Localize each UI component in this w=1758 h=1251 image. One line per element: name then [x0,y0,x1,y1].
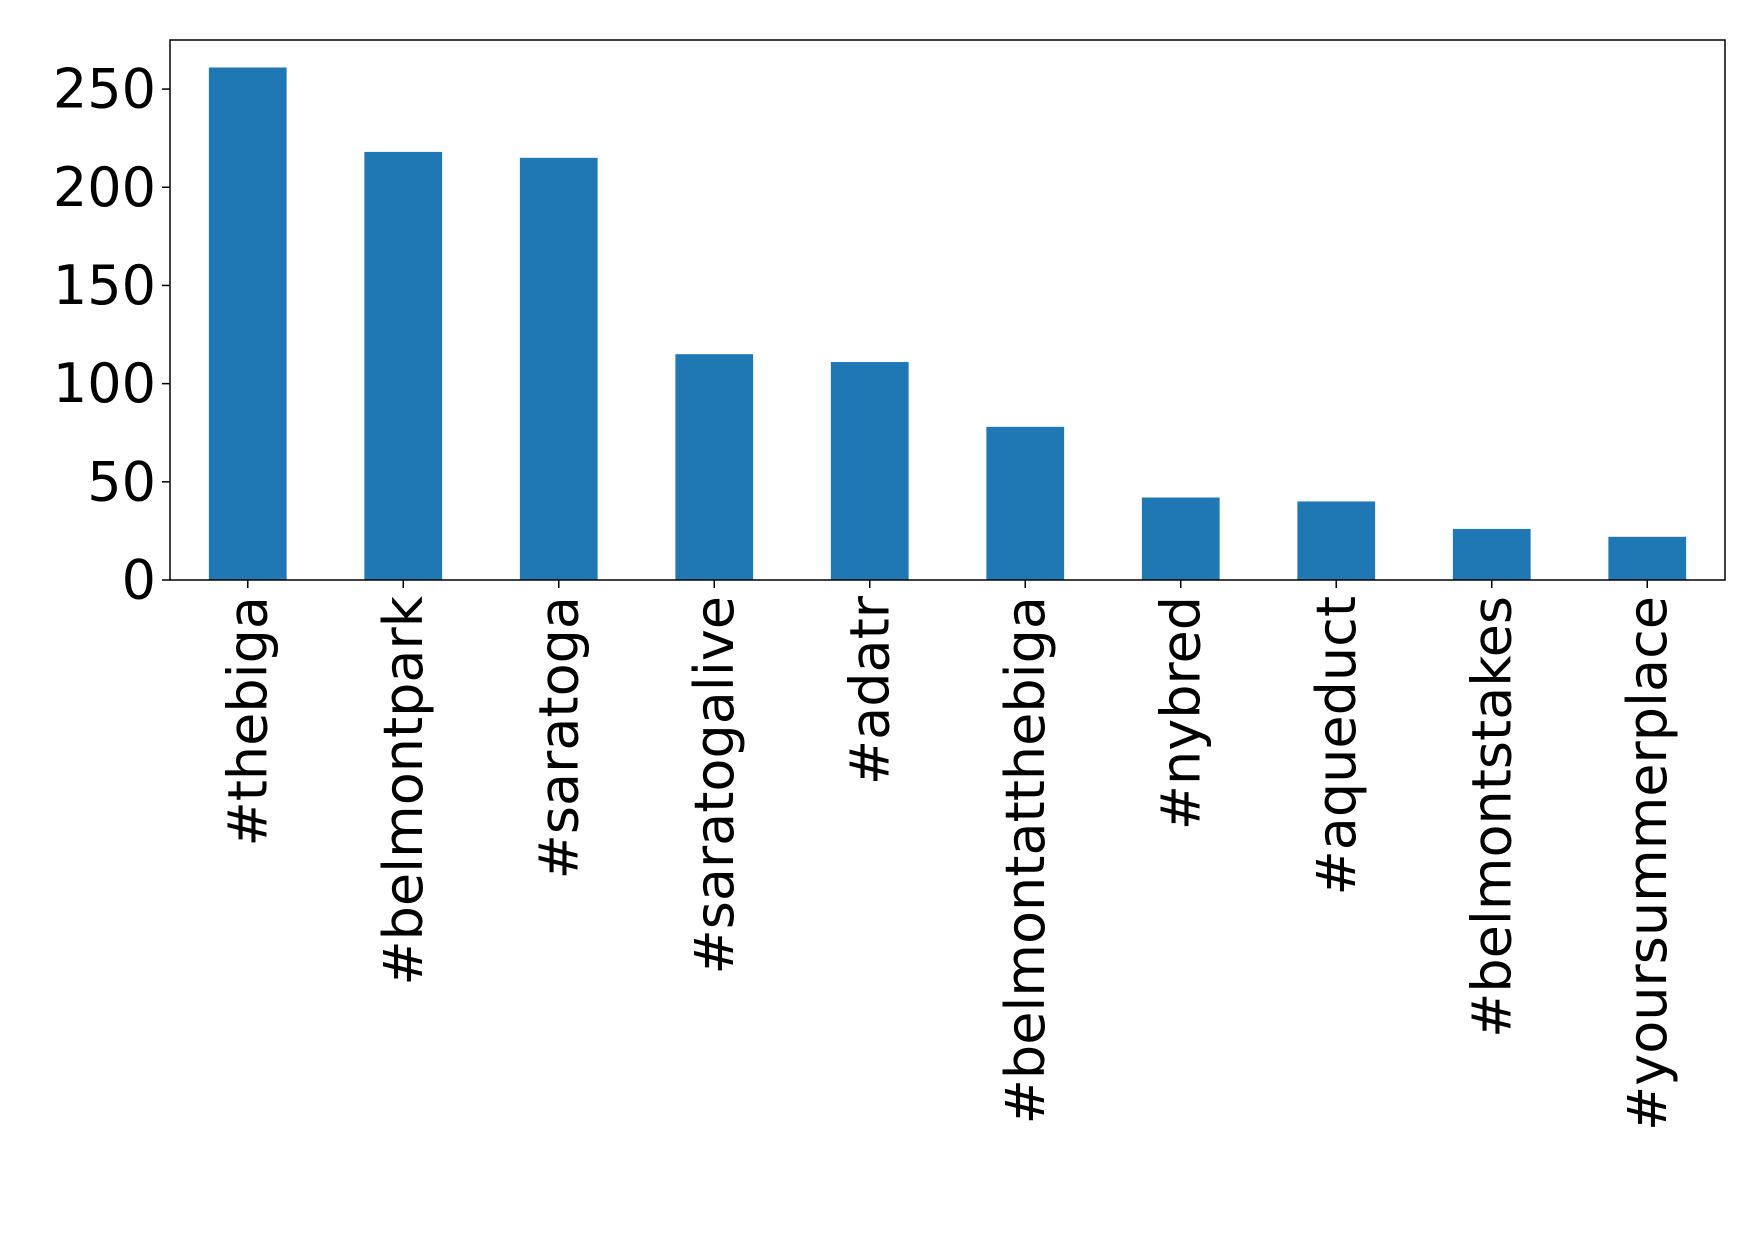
x-tick-label: #thebiga [216,596,279,847]
bar-belmontpark [364,151,443,580]
bar-belmontatthebiga [986,426,1065,580]
x-axis-ticks: #thebiga #belmontpark #saratoga #saratogali… [216,580,1679,1131]
x-tick-label: #belmontatthebiga [994,596,1057,1124]
bar-thebiga [208,67,287,580]
y-tick-label: 50 [87,450,156,513]
x-tick-label: #belmontpark [372,595,435,985]
bar-saratoga [519,157,598,580]
x-tick-label: #saratogalive [683,596,746,975]
x-tick-label: #nybred [1149,596,1212,830]
bar-adatr [830,362,909,580]
x-tick-label: #yoursummerplace [1616,596,1679,1131]
y-tick-label: 0 [122,549,156,612]
y-tick-label: 100 [53,352,156,415]
bar-saratogalive [675,354,754,580]
bar-belmontstakes [1452,528,1531,580]
bar-aqueduct [1297,501,1376,580]
y-tick-label: 200 [53,156,156,219]
bars-layer [208,67,1687,580]
x-tick-label: #saratoga [527,596,590,879]
y-axis-ticks: 0 50 100 150 200 250 [53,58,170,612]
x-tick-label: #belmontstakes [1460,596,1523,1038]
bar-yoursummerplace [1608,536,1687,580]
y-tick-label: 150 [53,254,156,317]
x-tick-label: #adatr [838,595,901,785]
y-tick-label: 250 [53,58,156,121]
x-tick-label: #aqueduct [1305,596,1368,895]
bar-nybred [1141,497,1220,580]
plot-frame [169,39,1726,581]
